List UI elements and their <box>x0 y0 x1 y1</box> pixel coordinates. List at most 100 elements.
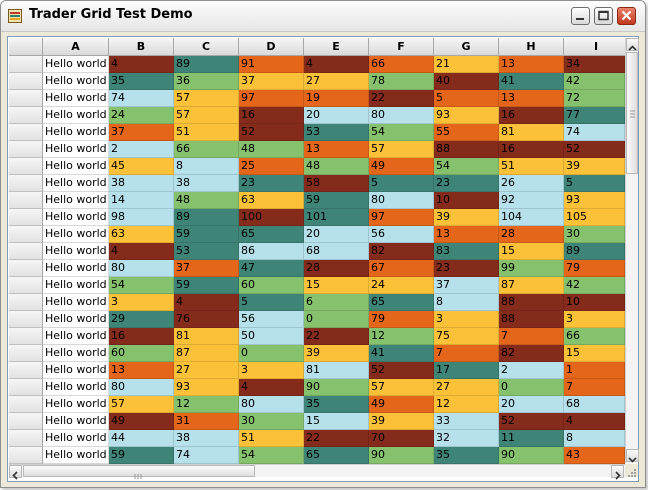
column-header-e[interactable]: E <box>304 38 369 56</box>
row-header[interactable] <box>9 192 43 209</box>
grid-cell-value[interactable]: 8 <box>434 294 499 311</box>
close-button[interactable] <box>617 7 636 25</box>
grid-cell-value[interactable]: 88 <box>434 141 499 158</box>
column-header-i[interactable]: I <box>564 38 629 56</box>
grid-cell-value[interactable]: 23 <box>434 175 499 192</box>
grid-cell-value[interactable]: 2 <box>109 141 174 158</box>
grid-cell-value[interactable]: 51 <box>499 158 564 175</box>
grid-cell-value[interactable]: 25 <box>239 158 304 175</box>
grid-cell-text[interactable]: Hello world <box>43 328 109 345</box>
grid-cell-value[interactable]: 68 <box>304 243 369 260</box>
grid-cell-value[interactable]: 37 <box>434 277 499 294</box>
grid-cell-value[interactable]: 89 <box>564 243 625 260</box>
grid-cell-value[interactable]: 47 <box>239 260 304 277</box>
grid-cell-value[interactable]: 34 <box>564 56 625 73</box>
grid-cell-value[interactable]: 42 <box>564 277 625 294</box>
grid-cell-value[interactable]: 45 <box>109 158 174 175</box>
grid-cell-value[interactable]: 20 <box>304 107 369 124</box>
grid-cell-value[interactable]: 20 <box>499 396 564 413</box>
grid-cell-value[interactable]: 57 <box>109 396 174 413</box>
grid-cell-value[interactable]: 92 <box>499 192 564 209</box>
row-header[interactable] <box>9 396 43 413</box>
grid-cell-value[interactable]: 16 <box>499 141 564 158</box>
grid-cell-value[interactable]: 63 <box>239 192 304 209</box>
grid-cell-value[interactable]: 57 <box>174 90 239 107</box>
grid-cell-text[interactable]: Hello world <box>43 243 109 260</box>
grid-cell-value[interactable]: 59 <box>174 277 239 294</box>
grid-cell-text[interactable]: Hello world <box>43 294 109 311</box>
grid-cell-value[interactable]: 91 <box>239 56 304 73</box>
grid-cell-value[interactable]: 74 <box>174 447 239 464</box>
grid-cell-value[interactable]: 22 <box>304 430 369 447</box>
grid-cell-value[interactable]: 39 <box>564 158 625 175</box>
grid-cell-value[interactable]: 13 <box>434 226 499 243</box>
grid-cell-value[interactable]: 5 <box>239 294 304 311</box>
row-header[interactable] <box>9 175 43 192</box>
grid-cell-value[interactable]: 57 <box>174 107 239 124</box>
grid-cell-value[interactable]: 57 <box>369 141 434 158</box>
grid-cell-value[interactable]: 22 <box>369 90 434 107</box>
row-header[interactable] <box>9 90 43 107</box>
grid-cell-value[interactable]: 21 <box>434 56 499 73</box>
grid-cell-value[interactable]: 37 <box>239 73 304 90</box>
row-header[interactable] <box>9 379 43 396</box>
grid-cell-value[interactable]: 5 <box>434 90 499 107</box>
column-header-d[interactable]: D <box>239 38 304 56</box>
grid-cell-value[interactable]: 87 <box>499 277 564 294</box>
grid-cell-text[interactable]: Hello world <box>43 90 109 107</box>
grid-cell-value[interactable]: 78 <box>369 73 434 90</box>
grid-cell-value[interactable]: 16 <box>239 107 304 124</box>
grid-cell-value[interactable]: 16 <box>109 328 174 345</box>
grid-cell-value[interactable]: 38 <box>174 175 239 192</box>
grid-cell-value[interactable]: 59 <box>174 226 239 243</box>
grid-cell-value[interactable]: 56 <box>369 226 434 243</box>
grid-cell-value[interactable]: 4 <box>109 243 174 260</box>
grid-cell-value[interactable]: 7 <box>564 379 625 396</box>
grid-cell-value[interactable]: 35 <box>304 396 369 413</box>
grid-cell-value[interactable]: 90 <box>304 379 369 396</box>
scroll-up-button[interactable] <box>626 38 639 51</box>
grid-cell-value[interactable]: 93 <box>434 107 499 124</box>
grid-cell-value[interactable]: 65 <box>369 294 434 311</box>
grid-cell-value[interactable]: 97 <box>239 90 304 107</box>
grid-cell-text[interactable]: Hello world <box>43 175 109 192</box>
grid-cell-text[interactable]: Hello world <box>43 192 109 209</box>
grid-corner-header[interactable] <box>9 38 43 56</box>
grid-cell-value[interactable]: 31 <box>174 413 239 430</box>
scroll-down-button[interactable] <box>626 449 639 463</box>
row-header[interactable] <box>9 124 43 141</box>
row-header[interactable] <box>9 209 43 226</box>
grid-cell-value[interactable]: 53 <box>174 243 239 260</box>
grid-cell-value[interactable]: 5 <box>369 175 434 192</box>
grid-cell-value[interactable]: 39 <box>369 413 434 430</box>
grid-cell-value[interactable]: 49 <box>369 396 434 413</box>
grid-cell-value[interactable]: 42 <box>564 73 625 90</box>
grid-cell-value[interactable]: 3 <box>564 311 625 328</box>
grid-cell-value[interactable]: 37 <box>174 260 239 277</box>
grid-cell-value[interactable]: 8 <box>564 430 625 447</box>
grid-cell-value[interactable]: 37 <box>109 124 174 141</box>
grid-cell-value[interactable]: 5 <box>564 175 625 192</box>
grid-cell-text[interactable]: Hello world <box>43 260 109 277</box>
row-header[interactable] <box>9 345 43 362</box>
row-header[interactable] <box>9 430 43 447</box>
grid-cell-value[interactable]: 80 <box>109 260 174 277</box>
grid-cell-value[interactable]: 90 <box>499 447 564 464</box>
grid-cell-value[interactable]: 90 <box>369 447 434 464</box>
row-header[interactable] <box>9 362 43 379</box>
grid-cell-value[interactable]: 89 <box>174 56 239 73</box>
grid-cell-value[interactable]: 4 <box>239 379 304 396</box>
row-header[interactable] <box>9 56 43 73</box>
grid-cell-value[interactable]: 3 <box>109 294 174 311</box>
grid-cell-value[interactable]: 87 <box>174 345 239 362</box>
column-header-g[interactable]: G <box>434 38 499 56</box>
grid-cell-value[interactable]: 12 <box>369 328 434 345</box>
grid-cell-value[interactable]: 28 <box>499 226 564 243</box>
grid-cell-value[interactable]: 8 <box>174 158 239 175</box>
grid-cell-value[interactable]: 101 <box>304 209 369 226</box>
grid-cell-text[interactable]: Hello world <box>43 158 109 175</box>
grid-cell-value[interactable]: 13 <box>304 141 369 158</box>
grid-cell-value[interactable]: 14 <box>109 192 174 209</box>
grid-cell-value[interactable]: 39 <box>434 209 499 226</box>
grid-cell-value[interactable]: 7 <box>434 345 499 362</box>
